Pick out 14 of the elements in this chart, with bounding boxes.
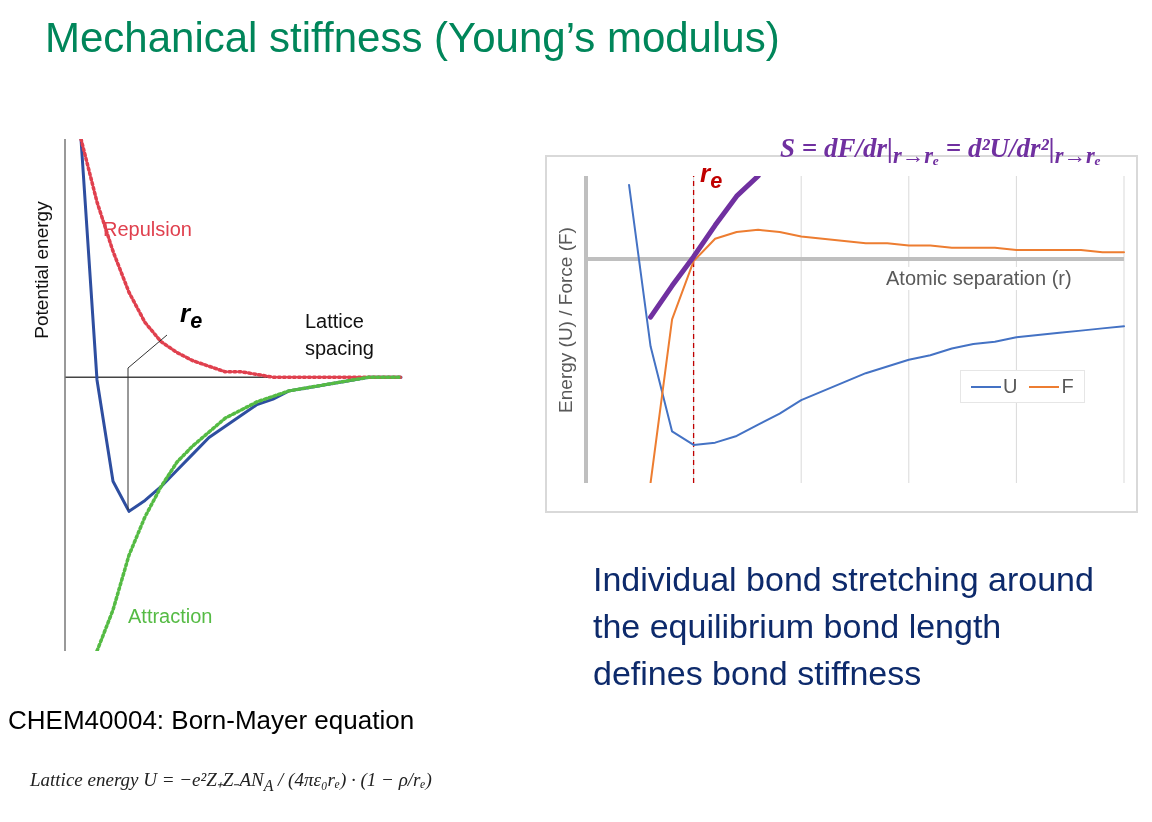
text: CHEM40004: Born-Mayer equation — [8, 705, 415, 736]
chart-title: Mechanical stiffness (Young’s modulus) — [45, 14, 780, 62]
x-axis-title: Atomic separation (r) — [880, 267, 1078, 290]
legend-label: F — [1061, 375, 1074, 398]
text: Individual bond stretching around the equilibrium bond length defines bond stiffness — [593, 559, 1095, 694]
annotation: Lattice spacing — [305, 309, 375, 361]
text: S = dF/dr|$_{r→rₑ}$ = d²U/dr²|$_{r→rₑ}$ — [780, 133, 1101, 170]
y-axis-title: Energy (U) / Force (F) — [555, 227, 577, 413]
text: Lattice energy U = −e²Z₊Z₋AN$_{A}$ / (4πε₀rₑ) · (1 − ρ/rₑ) — [30, 768, 432, 795]
y-axis-title: Potential energy — [31, 201, 53, 339]
annotation: r$_{e}$ — [700, 158, 723, 195]
legend-label: U — [1003, 375, 1018, 398]
annotation: r$_{e}$ — [180, 298, 203, 335]
series-label: Attraction — [128, 605, 213, 628]
